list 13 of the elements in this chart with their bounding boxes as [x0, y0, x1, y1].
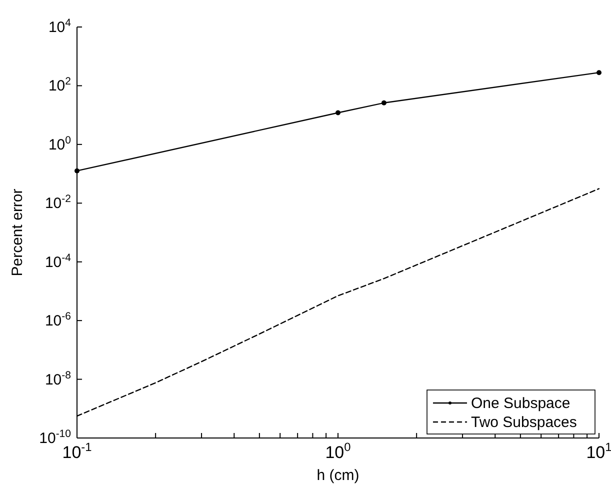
y-tick-label: 10$^{-4}$ [44, 252, 72, 271]
legend-label: One Subspace [471, 395, 570, 412]
x-axis-title: h (cm) [316, 467, 360, 484]
x-tick-label: 10$^{0}$ [325, 440, 352, 462]
legend-label: Two Subspaces [471, 414, 577, 431]
y-tick-label: 10$^{4}$ [48, 17, 72, 36]
x-tick-label: 10$^{1}$ [586, 440, 611, 462]
y-tick-label: 10$^{2}$ [48, 76, 72, 95]
y-tick-label: 10$^{-8}$ [44, 369, 72, 388]
y-tick-label: 10$^{0}$ [48, 134, 72, 154]
y-axis-title: Percent error [9, 188, 26, 276]
y-tick-label: 10$^{-6}$ [44, 310, 72, 330]
y-tick-label: 10$^{-2}$ [44, 193, 72, 212]
